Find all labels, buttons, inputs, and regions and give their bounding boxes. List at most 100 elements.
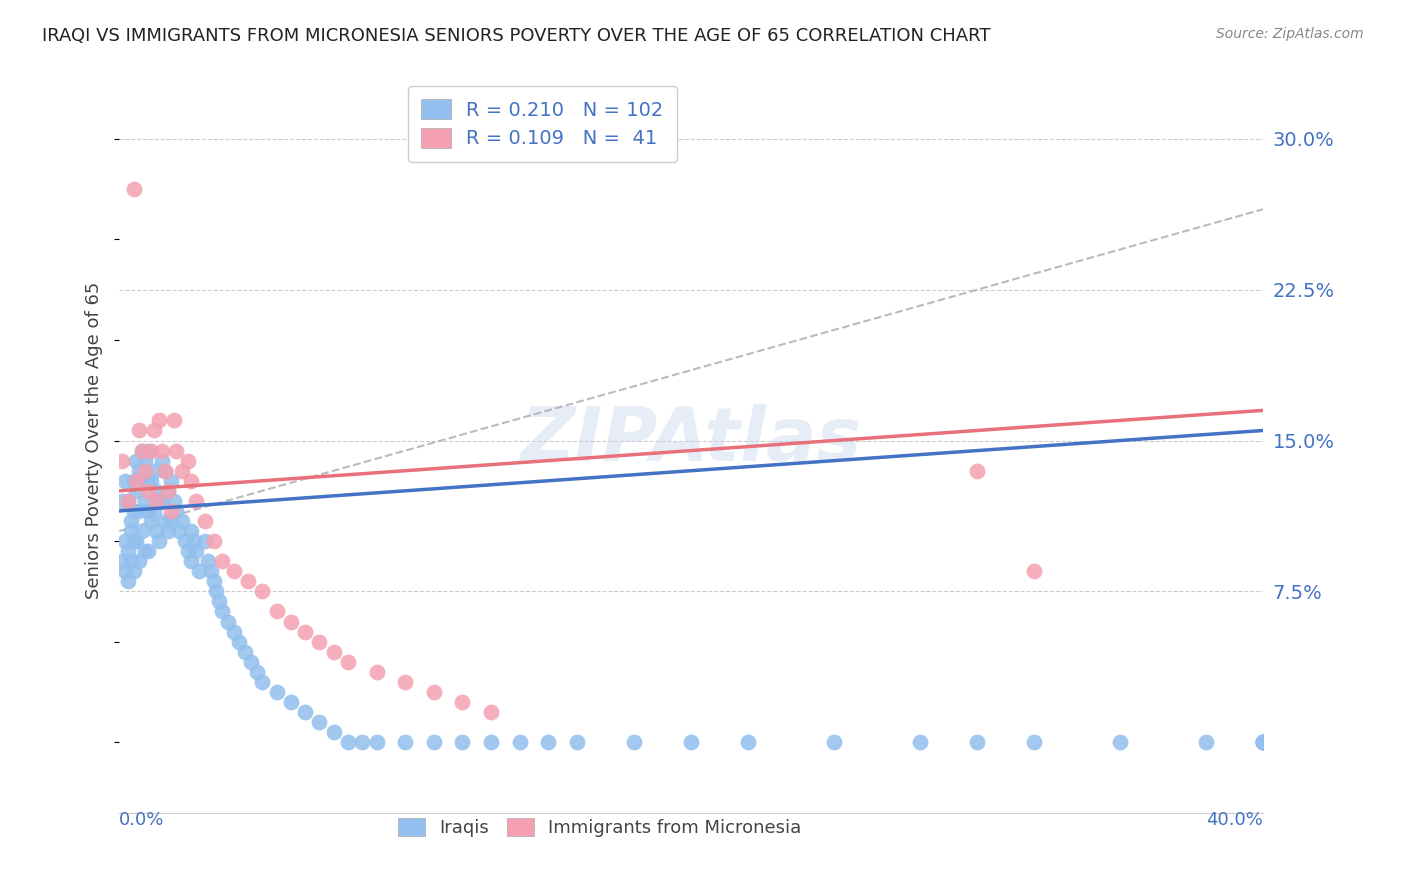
Point (166, 443, 188, 458)
Point (117, 494, 139, 508)
Text: IRAQI VS IMMIGRANTS FROM MICRONESIA SENIORS POVERTY OVER THE AGE OF 65 CORRELATI: IRAQI VS IMMIGRANTS FROM MICRONESIA SENI… (42, 27, 991, 45)
Point (352, 735, 374, 749)
Point (125, 534, 148, 549)
Point (145, 524, 167, 538)
Text: 0.0%: 0.0% (120, 811, 165, 829)
Point (202, 574, 225, 589)
Point (479, 735, 502, 749)
Point (180, 524, 202, 538)
Point (266, 685, 288, 699)
Point (122, 534, 145, 549)
Point (217, 615, 239, 629)
Point (394, 674, 416, 689)
Point (139, 443, 162, 458)
Point (169, 524, 191, 538)
Point (737, 735, 759, 749)
Point (125, 474, 148, 488)
Point (337, 735, 360, 749)
Point (623, 735, 645, 749)
Point (131, 524, 153, 538)
Legend: Iraqis, Immigrants from Micronesia: Iraqis, Immigrants from Micronesia (391, 811, 808, 845)
Point (183, 534, 205, 549)
Point (236, 574, 259, 589)
Point (131, 474, 153, 488)
Point (233, 645, 256, 659)
Point (1251, 735, 1274, 749)
Point (174, 534, 197, 549)
Point (245, 665, 267, 679)
Point (122, 564, 145, 578)
Point (114, 564, 136, 578)
Point (202, 534, 225, 549)
Point (136, 504, 159, 518)
Point (117, 494, 139, 508)
Point (159, 514, 181, 528)
Point (142, 424, 165, 438)
Point (166, 504, 188, 518)
Point (180, 554, 202, 568)
Point (120, 514, 142, 528)
Point (308, 715, 330, 730)
Point (177, 453, 200, 467)
Point (509, 735, 531, 749)
Point (139, 474, 162, 488)
Text: 40.0%: 40.0% (1206, 811, 1263, 829)
Point (823, 735, 845, 749)
Point (136, 483, 159, 498)
Point (1024, 735, 1046, 749)
Point (134, 453, 156, 467)
Point (153, 464, 176, 478)
Point (114, 474, 136, 488)
Point (120, 554, 142, 568)
Point (156, 524, 179, 538)
Point (205, 584, 228, 599)
Point (162, 413, 184, 427)
Point (177, 544, 200, 558)
Point (1251, 735, 1274, 749)
Text: ZIPAtlas: ZIPAtlas (520, 404, 862, 477)
Point (266, 605, 288, 619)
Point (156, 483, 179, 498)
Point (228, 634, 250, 648)
Point (117, 544, 139, 558)
Point (394, 735, 416, 749)
Point (194, 534, 217, 549)
Point (162, 494, 184, 508)
Point (252, 584, 274, 599)
Point (294, 624, 316, 639)
Point (159, 474, 181, 488)
Point (150, 443, 173, 458)
Point (134, 544, 156, 558)
Point (186, 494, 208, 508)
Point (337, 655, 360, 669)
Point (120, 524, 142, 538)
Point (423, 735, 446, 749)
Point (142, 464, 165, 478)
Point (366, 665, 388, 679)
Point (122, 504, 145, 518)
Point (451, 735, 474, 749)
Point (131, 443, 153, 458)
Point (134, 464, 156, 478)
Point (145, 494, 167, 508)
Point (1251, 735, 1274, 749)
Text: Source: ZipAtlas.com: Source: ZipAtlas.com (1216, 27, 1364, 41)
Point (966, 735, 988, 749)
Point (681, 735, 703, 749)
Point (1195, 735, 1218, 749)
Point (322, 725, 344, 739)
Point (451, 695, 474, 709)
Point (200, 564, 222, 578)
Point (1251, 735, 1274, 749)
Point (211, 554, 233, 568)
Point (122, 182, 145, 196)
Point (180, 474, 202, 488)
Point (194, 514, 217, 528)
Point (134, 494, 156, 508)
Point (252, 674, 274, 689)
Point (145, 483, 167, 498)
Point (159, 504, 181, 518)
Point (148, 413, 170, 427)
Point (156, 483, 179, 498)
Point (322, 645, 344, 659)
